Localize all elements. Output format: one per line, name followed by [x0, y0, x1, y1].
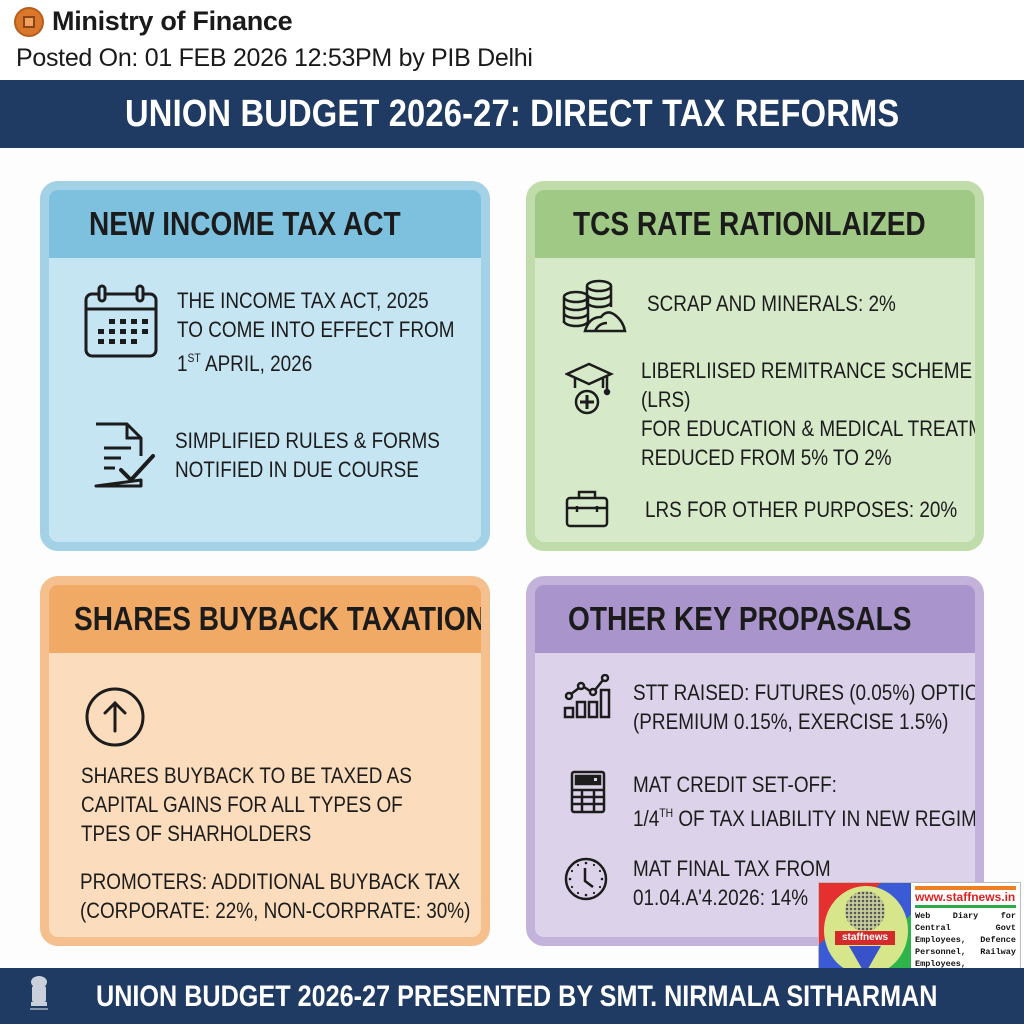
lrs-other-text: LRS FOR OTHER PURPOSES: 20% [645, 497, 958, 522]
card-title: SHARES BUYBACK TAXATION [74, 600, 486, 637]
staffnews-logo: staffnews [819, 883, 911, 978]
scrap-minerals-text: SCRAP AND MINERALS: 2% [647, 291, 896, 316]
briefcase-icon [565, 490, 609, 528]
footer-banner: UNION BUDGET 2026-27 PRESENTED BY SMT. N… [0, 968, 1024, 1024]
staffnews-url[interactable]: www.staffnews.in [915, 886, 1016, 908]
card-other-proposals: OTHER KEY PROPASALS STT RAISED: FUTURES … [526, 576, 984, 946]
card-title: TCS RATE RATIONLAIZED [573, 205, 926, 242]
arrow-up-circle-icon [85, 687, 145, 747]
page-title: UNION BUDGET 2026-27: DIRECT TAX REFORMS [124, 92, 900, 135]
mat-credit-text: MAT CREDIT SET-OFF: 1/4TH OF TAX LIABILI… [633, 772, 984, 831]
coins-minerals-icon [562, 279, 627, 333]
effective-date-text: THE INCOME TAX ACT, 2025 TO COME INTO EF… [177, 288, 455, 376]
card-body: THE INCOME TAX ACT, 2025 TO COME INTO EF… [49, 258, 481, 542]
page-header: Ministry of Finance Posted On: 01 FEB 20… [0, 0, 1024, 80]
card-title: NEW INCOME TAX ACT [89, 205, 401, 242]
rules-forms-text: SIMPLIFIED RULES & FORMS NOTIFIED IN DUE… [175, 428, 440, 482]
stt-text: STT RAISED: FUTURES (0.05%) OPTIONS (PRE… [633, 680, 984, 734]
card-title: OTHER KEY PROPASALS [568, 600, 912, 637]
posted-info: Posted On: 01 FEB 2026 12:53PM by PIB De… [16, 44, 533, 72]
microphone-icon [845, 891, 885, 931]
clock-icon [564, 857, 608, 901]
card-new-income-tax-act: NEW INCOME TAX ACT THE INCOME TAX ACT, 2… [40, 181, 490, 551]
card-header: OTHER KEY PROPASALS [535, 585, 975, 653]
national-emblem-icon [30, 976, 48, 1010]
footer-text: UNION BUDGET 2026-27 PRESENTED BY SMT. N… [96, 980, 938, 1013]
growth-chart-icon [563, 674, 611, 719]
card-tcs-rate: TCS RATE RATIONLAIZED SCRAP AND MINERALS… [526, 181, 984, 551]
document-check-icon [94, 422, 155, 488]
title-banner: UNION BUDGET 2026-27: DIRECT TAX REFORMS [0, 80, 1024, 148]
mat-final-tax-text: MAT FINAL TAX FROM 01.04.A'4.2026: 14% [633, 856, 831, 910]
graduation-medical-icon [565, 362, 615, 415]
lrs-education-text: LIBERLIISED REMITRANCE SCHEME (LRS) FOR … [641, 358, 984, 470]
card-body: SCRAP AND MINERALS: 2% LIBERLIISED REMIT… [535, 258, 975, 542]
card-header: SHARES BUYBACK TAXATION [49, 585, 481, 653]
promoters-tax-text: PROMOTERS: ADDITIONAL BUYBACK TAX (CORPO… [80, 869, 471, 923]
ministry-logo-icon [14, 6, 44, 37]
staffnews-badge[interactable]: staffnews www.staffnews.in Web Diary for… [818, 882, 1021, 993]
card-shares-buyback: SHARES BUYBACK TAXATION SHARES BUYBACK T… [40, 576, 490, 946]
calendar-icon [84, 284, 158, 358]
card-header: NEW INCOME TAX ACT [49, 190, 481, 258]
ministry-name: Ministry of Finance [52, 6, 293, 36]
ministry-row: Ministry of Finance [14, 6, 293, 37]
buyback-capital-gains-text: SHARES BUYBACK TO BE TAXED AS CAPITAL GA… [81, 763, 412, 846]
calculator-icon [570, 770, 606, 814]
card-body: SHARES BUYBACK TO BE TAXED AS CAPITAL GA… [49, 653, 481, 937]
card-body: STT RAISED: FUTURES (0.05%) OPTIONS (PRE… [535, 653, 975, 937]
card-header: TCS RATE RATIONLAIZED [535, 190, 975, 258]
